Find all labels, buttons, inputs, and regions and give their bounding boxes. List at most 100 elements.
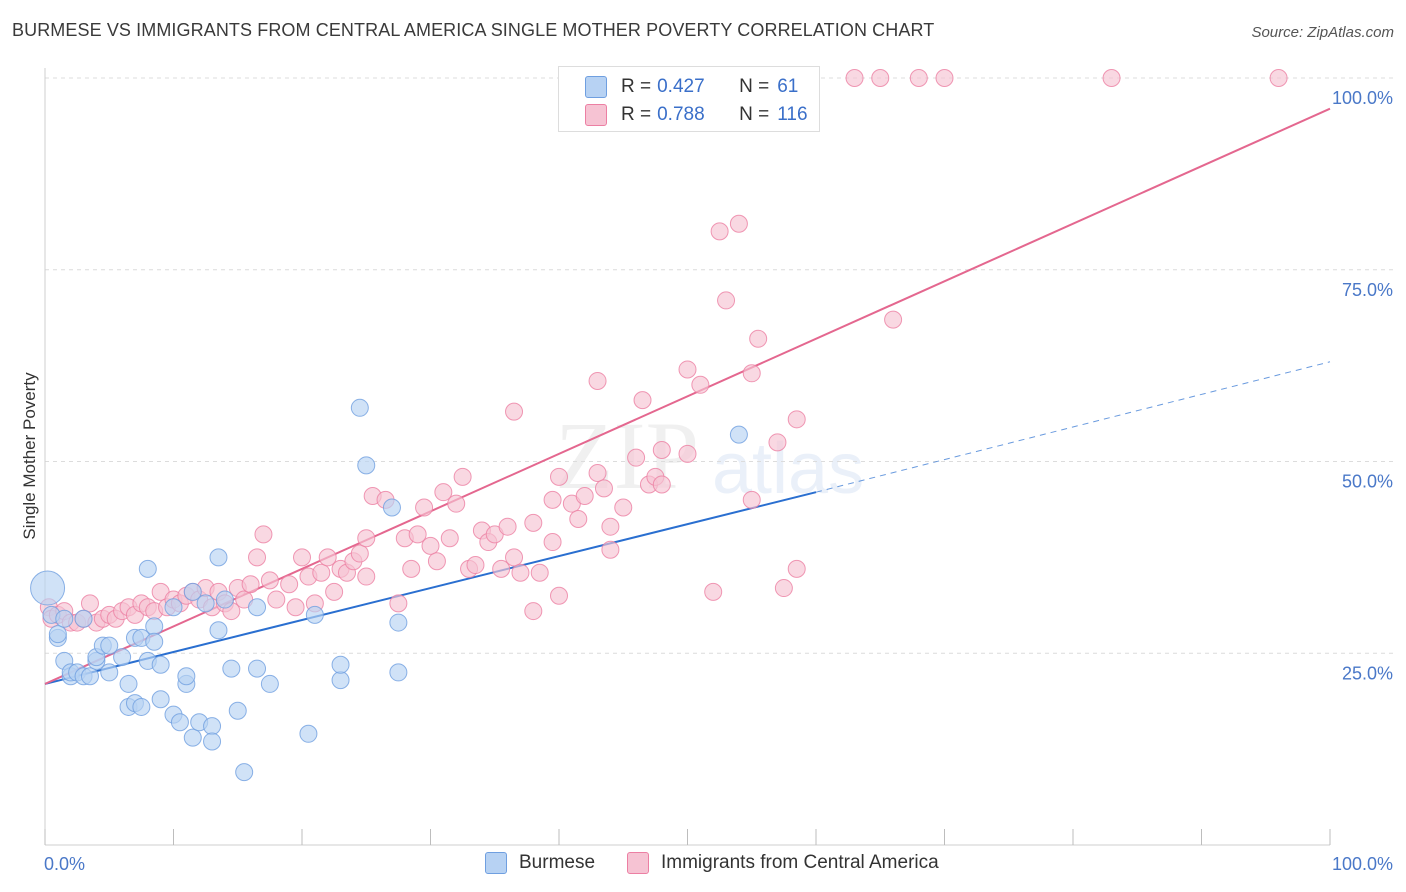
central-america-point	[440, 529, 459, 548]
grid-layer	[45, 77, 1395, 654]
legend-row-burmese: R = 0.427 N = 61	[585, 73, 798, 101]
central-america-trendline	[44, 107, 1331, 685]
central-america-point	[492, 559, 511, 578]
central-america-point	[845, 69, 864, 87]
burmese-point	[331, 671, 350, 690]
central-america-point	[389, 594, 408, 613]
series-label-burmese: Burmese	[519, 852, 596, 873]
central-america-point	[415, 498, 434, 517]
burmese-point	[357, 456, 376, 475]
central-america-point	[241, 575, 260, 594]
central-america-point	[729, 214, 748, 233]
central-america-point	[678, 360, 697, 379]
series-legend-central-america: Immigrants from Central America	[627, 852, 939, 874]
y-tick-label: 50.0%	[1342, 472, 1393, 492]
burmese-trendline-extension	[815, 361, 1331, 493]
central-america-point	[357, 529, 376, 548]
central-america-point	[1102, 69, 1121, 87]
burmese-point	[209, 548, 228, 567]
central-america-point	[652, 475, 671, 494]
central-america-point	[80, 594, 99, 613]
central-america-point	[312, 563, 331, 582]
burmese-point	[48, 625, 67, 644]
burmese-point	[138, 559, 157, 578]
legend-row-central-america: R = 0.788 N = 116	[585, 101, 808, 129]
series-legend-burmese: Burmese	[485, 852, 595, 874]
central-america-point	[453, 467, 472, 486]
central-america-point	[434, 483, 453, 502]
burmese-point	[305, 605, 324, 624]
burmese-point	[100, 636, 119, 655]
series-label-central-america: Immigrants from Central America	[661, 852, 939, 873]
burmese-point	[183, 728, 202, 747]
series-legend: Burmese Immigrants from Central America	[0, 852, 1406, 878]
central-america-point	[871, 69, 890, 87]
legend-r-value: 0.788	[657, 104, 705, 125]
central-america-point	[524, 513, 543, 532]
central-america-point	[505, 548, 524, 567]
burmese-point	[248, 659, 267, 678]
chart-title: BURMESE VS IMMIGRANTS FROM CENTRAL AMERI…	[12, 20, 935, 40]
central-america-point	[325, 582, 344, 601]
central-america-point	[710, 222, 729, 241]
central-america-point	[447, 494, 466, 513]
legend-n-label: N =	[739, 104, 770, 125]
central-america-point	[427, 552, 446, 571]
central-america-point	[742, 364, 761, 383]
central-america-point	[293, 548, 311, 567]
y-tick-label: 100.0%	[1332, 88, 1393, 108]
burmese-point	[80, 667, 99, 686]
central-america-point	[543, 533, 562, 552]
burmese-point	[331, 655, 350, 674]
burmese-point	[382, 498, 401, 517]
central-america-point	[633, 391, 652, 410]
burmese-point	[151, 655, 170, 674]
burmese-point	[228, 701, 247, 720]
central-america-point	[550, 467, 568, 486]
central-america-point	[601, 517, 620, 536]
x-tick-label: 0.0%	[44, 854, 85, 874]
central-america-point	[530, 563, 549, 582]
legend-n-value: 61	[777, 76, 799, 97]
burmese-point	[30, 570, 66, 606]
central-america-point	[524, 602, 543, 621]
burmese-point	[177, 667, 196, 686]
central-america-point	[543, 490, 562, 509]
central-america-point	[742, 490, 761, 509]
burmese-point	[164, 598, 183, 617]
burmese-point	[729, 425, 748, 444]
burmese-point	[203, 732, 222, 751]
burmese-point	[389, 663, 408, 682]
central-america-point	[260, 571, 279, 590]
burmese-point	[113, 648, 132, 667]
burmese-point	[215, 590, 234, 609]
burmese-point	[132, 697, 151, 716]
central-america-point	[601, 540, 620, 559]
series-swatch-burmese	[485, 852, 507, 874]
burmese-point	[183, 582, 202, 601]
burmese-point	[222, 659, 241, 678]
central-america-point	[704, 582, 723, 601]
central-america-point	[588, 371, 607, 390]
central-america-point	[717, 291, 736, 310]
burmese-point	[235, 763, 254, 782]
central-america-point	[627, 448, 646, 467]
legend-r-value: 0.427	[657, 76, 705, 97]
burmese-point	[74, 609, 93, 628]
correlation-legend: R = 0.427 N = 61 R = 0.788 N = 116	[558, 66, 820, 132]
source-credit: Source: ZipAtlas.com	[1251, 24, 1394, 41]
central-america-point	[408, 525, 427, 544]
central-america-point	[350, 544, 369, 563]
axis-layer	[44, 68, 1331, 846]
burmese-point	[145, 617, 164, 636]
central-america-point	[248, 548, 267, 567]
y-tick-label: 75.0%	[1342, 280, 1393, 300]
burmese-point	[299, 724, 318, 743]
burmese-point	[119, 674, 138, 693]
burmese-point	[248, 598, 267, 617]
y-tick-label: 25.0%	[1342, 663, 1393, 683]
central-america-point	[267, 590, 286, 609]
central-america-point	[594, 479, 613, 498]
label-layer: 25.0% 50.0% 75.0% 100.0% 0.0% 100.0% Single Mo…	[20, 88, 1393, 874]
central-america-point	[691, 375, 710, 394]
